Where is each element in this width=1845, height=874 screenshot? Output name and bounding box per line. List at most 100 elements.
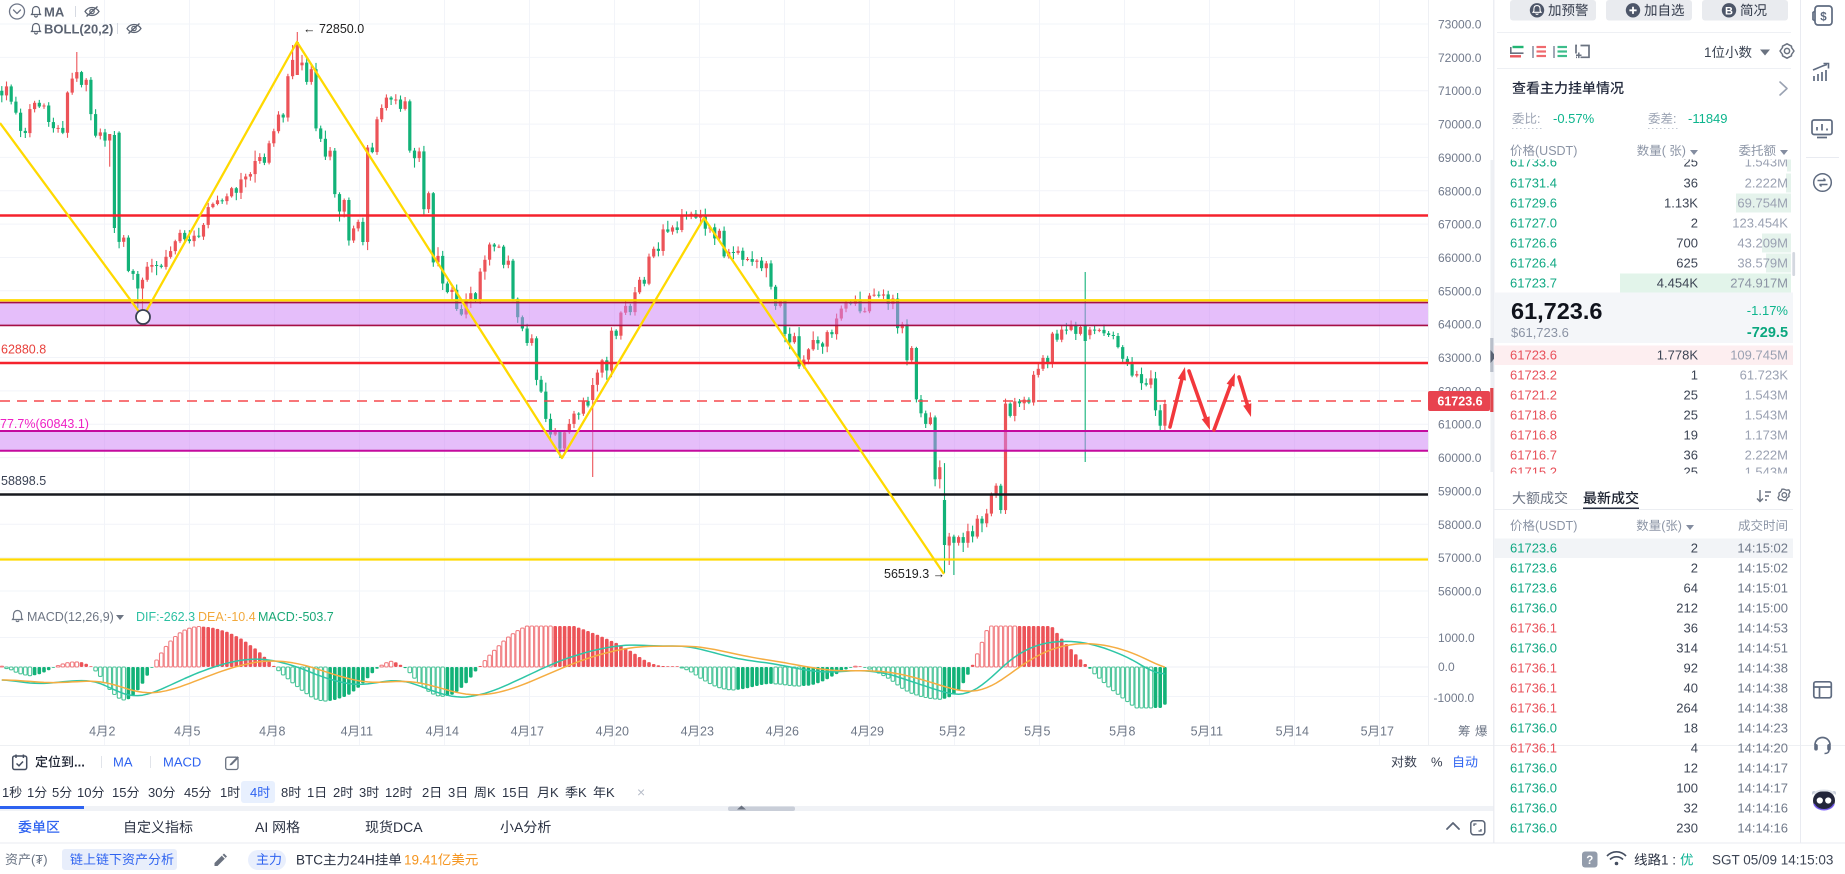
- svg-text:1: 1: [1704, 45, 1712, 60]
- svg-text:24H: 24H: [350, 853, 375, 868]
- svg-text:MACD(12,26,9): MACD(12,26,9): [27, 610, 114, 624]
- svg-text:(: (: [1661, 519, 1666, 533]
- svg-text:61736.0: 61736.0: [1510, 821, 1557, 836]
- svg-text:61736.0: 61736.0: [1510, 641, 1557, 656]
- svg-text:4: 4: [89, 725, 96, 739]
- svg-text:2: 2: [109, 725, 116, 739]
- svg-text:K: K: [578, 785, 587, 800]
- svg-text:14:14:53: 14:14:53: [1737, 621, 1788, 636]
- svg-text:0.0: 0.0: [1438, 660, 1455, 674]
- svg-text:61736.1: 61736.1: [1510, 621, 1557, 636]
- svg-text:61716.8: 61716.8: [1510, 428, 1557, 443]
- svg-text:61715.2: 61715.2: [1510, 465, 1557, 480]
- svg-text:...: ...: [74, 755, 85, 770]
- svg-text:×: ×: [637, 784, 645, 800]
- svg-text:625: 625: [1676, 256, 1698, 271]
- svg-text:57000.0: 57000.0: [1438, 551, 1482, 565]
- svg-text:1.543M: 1.543M: [1745, 408, 1788, 423]
- svg-text:1: 1: [1691, 368, 1698, 383]
- svg-text:4: 4: [259, 725, 266, 739]
- svg-text:19.41: 19.41: [404, 853, 438, 868]
- svg-text:61727.0: 61727.0: [1510, 216, 1557, 231]
- svg-text:4: 4: [766, 725, 773, 739]
- svg-text:61.723K: 61.723K: [1740, 368, 1789, 383]
- svg-text:3: 3: [359, 785, 366, 800]
- svg-text:14:14:38: 14:14:38: [1737, 681, 1788, 696]
- svg-text:63000.0: 63000.0: [1438, 351, 1482, 365]
- svg-text:274.917M: 274.917M: [1730, 276, 1788, 291]
- svg-text:DEA:-10.4: DEA:-10.4: [198, 610, 256, 624]
- svg-text:61726.4: 61726.4: [1510, 256, 1557, 271]
- svg-text:): ): [1682, 144, 1686, 158]
- svg-text:60000.0: 60000.0: [1438, 451, 1482, 465]
- svg-text::: :: [1537, 112, 1540, 126]
- svg-text:3: 3: [448, 785, 455, 800]
- svg-text:2.222M: 2.222M: [1745, 448, 1788, 463]
- svg-text:18: 18: [1684, 721, 1698, 736]
- svg-text:32: 32: [1684, 801, 1698, 816]
- svg-text:71000.0: 71000.0: [1438, 84, 1482, 98]
- svg-text:14:15:00: 14:15:00: [1737, 601, 1788, 616]
- svg-text:72000.0: 72000.0: [1438, 51, 1482, 65]
- svg-text:4: 4: [511, 725, 518, 739]
- svg-text:2: 2: [1691, 541, 1698, 556]
- svg-text:56519.3 →: 56519.3 →: [884, 567, 945, 581]
- svg-text:4: 4: [851, 725, 858, 739]
- svg-text:61,723.6: 61,723.6: [1511, 298, 1602, 324]
- svg-text:5: 5: [1109, 725, 1116, 739]
- svg-text:14:14:23: 14:14:23: [1737, 721, 1788, 736]
- svg-text:4: 4: [1691, 741, 1698, 756]
- svg-text:25: 25: [1684, 465, 1698, 480]
- svg-text:2.222M: 2.222M: [1745, 176, 1788, 191]
- svg-text:61716.7: 61716.7: [1510, 448, 1557, 463]
- svg-text:100: 100: [1676, 781, 1698, 796]
- svg-text:4: 4: [250, 785, 257, 800]
- svg-text:2: 2: [333, 785, 340, 800]
- svg-text:4: 4: [681, 725, 688, 739]
- svg-text:69000.0: 69000.0: [1438, 151, 1482, 165]
- svg-text:(₮): (₮): [31, 852, 48, 867]
- svg-text:5: 5: [1361, 725, 1368, 739]
- svg-text:5: 5: [1191, 725, 1198, 739]
- svg-text:8: 8: [281, 785, 288, 800]
- svg-text:23: 23: [700, 725, 714, 739]
- svg-text:14: 14: [1295, 725, 1309, 739]
- svg-text:212: 212: [1676, 601, 1698, 616]
- svg-text:58000.0: 58000.0: [1438, 518, 1482, 532]
- svg-text:K: K: [606, 785, 615, 800]
- svg-text:61723.6: 61723.6: [1510, 581, 1557, 596]
- svg-text:64000.0: 64000.0: [1438, 318, 1482, 332]
- svg-text:11: 11: [360, 725, 373, 739]
- svg-text:67000.0: 67000.0: [1438, 218, 1482, 232]
- svg-text:61723.7: 61723.7: [1510, 276, 1557, 291]
- svg-text:12: 12: [1684, 761, 1698, 776]
- svg-text:1: 1: [27, 785, 34, 800]
- svg-text:): ): [1678, 519, 1682, 533]
- svg-text:1 :: 1 :: [1661, 853, 1676, 868]
- svg-text:1.543M: 1.543M: [1745, 465, 1788, 480]
- svg-text:2: 2: [1691, 216, 1698, 231]
- svg-text:61723.6: 61723.6: [1437, 395, 1482, 409]
- svg-text:1: 1: [220, 785, 227, 800]
- svg-text:20: 20: [615, 725, 629, 739]
- svg-text:(USDT): (USDT): [1535, 144, 1577, 158]
- svg-text:MA: MA: [113, 755, 133, 770]
- svg-text:5: 5: [194, 725, 201, 739]
- svg-text:14:15:02: 14:15:02: [1737, 541, 1788, 556]
- svg-text:1.778K: 1.778K: [1657, 348, 1699, 363]
- svg-text:61718.6: 61718.6: [1510, 408, 1557, 423]
- svg-text:-1000.0: -1000.0: [1434, 691, 1475, 705]
- svg-text:230: 230: [1676, 821, 1698, 836]
- svg-text:61000.0: 61000.0: [1438, 418, 1482, 432]
- svg-text:17: 17: [1380, 725, 1394, 739]
- svg-text:14:15:01: 14:15:01: [1737, 581, 1788, 596]
- svg-text:8: 8: [279, 725, 286, 739]
- svg-text:14:14:38: 14:14:38: [1737, 701, 1788, 716]
- svg-text:19: 19: [1684, 428, 1698, 443]
- svg-text:61736.0: 61736.0: [1510, 801, 1557, 816]
- svg-text:14:14:20: 14:14:20: [1737, 741, 1788, 756]
- svg-text:?: ?: [1586, 855, 1593, 867]
- svg-text:DCA: DCA: [393, 819, 423, 835]
- svg-text:61736.1: 61736.1: [1510, 681, 1557, 696]
- svg-text:5: 5: [1276, 725, 1283, 739]
